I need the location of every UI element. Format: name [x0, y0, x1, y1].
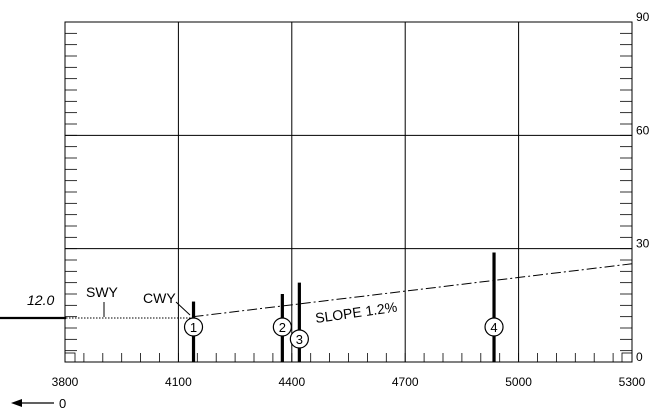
y-tick-label: 30 — [636, 237, 650, 251]
obstacles: 1 23 4 — [183, 252, 504, 362]
origin-label: 0 — [59, 396, 66, 411]
left-end-box — [64, 352, 76, 363]
right-end-box — [621, 352, 633, 363]
swy-label: SWY — [86, 284, 119, 300]
runway-profile — [0, 301, 192, 320]
obstacle-number: 2 — [279, 320, 286, 335]
y-tick-label: 0 — [636, 350, 643, 364]
x-axis-ticks: 3800 4100 4400 4700 5000 5300 — [52, 353, 646, 389]
obstacle-number: 3 — [296, 332, 303, 347]
slope-line — [193, 263, 633, 318]
obstacle-number: 1 — [190, 320, 197, 335]
elevation-label: 12.0 — [27, 292, 54, 308]
x-tick-label: 4700 — [392, 375, 419, 389]
y-axis-ticks: 0 30 60 90 — [636, 10, 650, 364]
y-tick-label: 90 — [636, 10, 650, 24]
origin-arrow-head-icon — [11, 399, 22, 407]
x-tick-label: 3800 — [52, 375, 79, 389]
obstacle-number: 4 — [490, 320, 497, 335]
cwy-leader — [175, 301, 191, 316]
x-tick-label: 4400 — [278, 375, 305, 389]
edge-tick-marks — [64, 32, 633, 363]
obstacle-marker-circle — [289, 329, 309, 349]
obstacle-marker-circle — [272, 317, 292, 337]
origin-indicator: 0 — [11, 396, 66, 411]
cwy-label: CWY — [143, 290, 176, 306]
obstacle-marker-circle — [183, 317, 204, 337]
slope-label: SLOPE 1.2% — [314, 299, 398, 326]
x-tick-label: 5300 — [619, 375, 646, 389]
y-tick-label: 60 — [636, 123, 650, 137]
x-tick-label: 5000 — [505, 375, 532, 389]
obstacle-marker-circle — [484, 317, 504, 337]
x-tick-label: 4100 — [165, 375, 192, 389]
slope-line-group — [193, 263, 633, 318]
